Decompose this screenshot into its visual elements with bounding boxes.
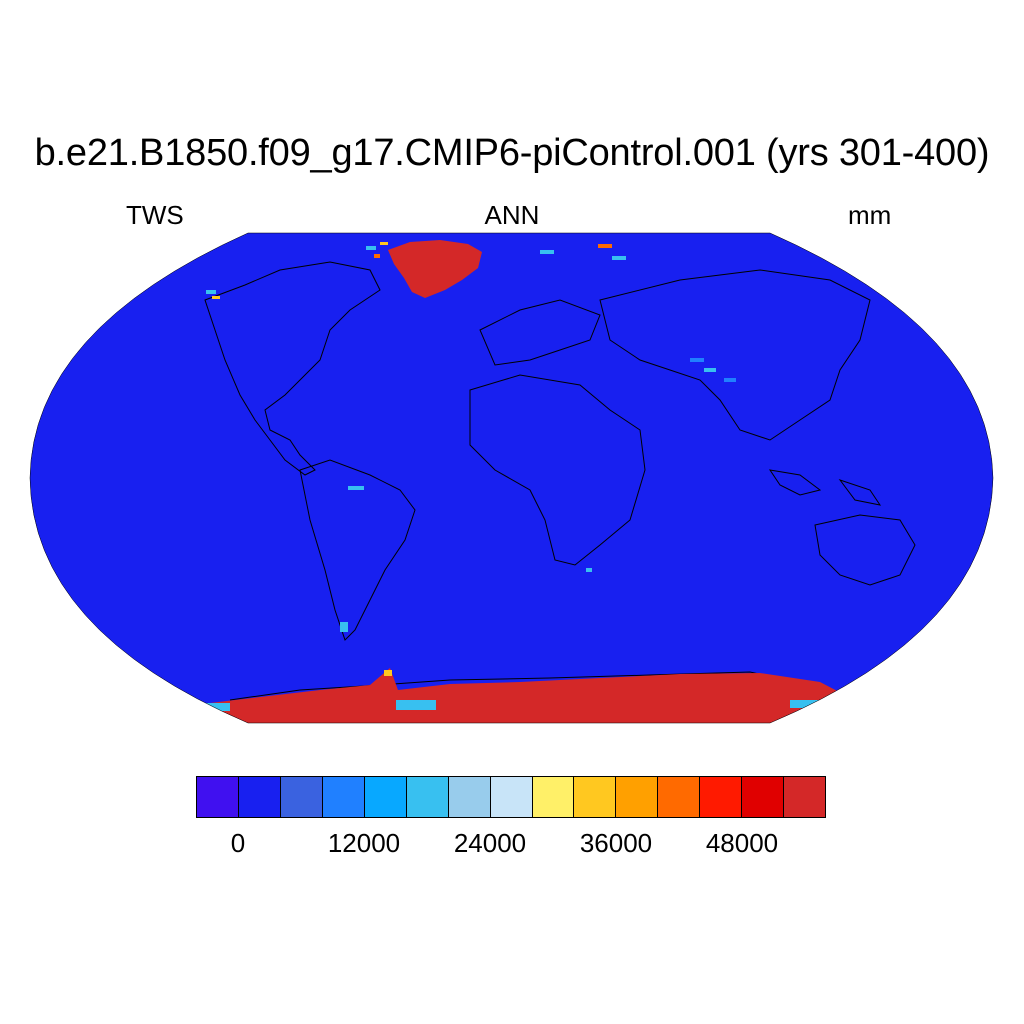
colorbar-box — [238, 777, 281, 817]
greenland-ice — [388, 240, 482, 298]
colorbar-box — [616, 777, 659, 817]
map-title: b.e21.B1850.f09_g17.CMIP6-piControl.001 … — [34, 132, 990, 174]
colorbar-box — [574, 777, 617, 817]
colorbar-box — [784, 777, 826, 817]
colorbar-box — [490, 777, 533, 817]
colorbar-box — [406, 777, 449, 817]
colorbar-box — [700, 777, 743, 817]
colorbar-box — [364, 777, 407, 817]
season-label: ANN — [484, 200, 540, 230]
colorbar-tick-label: 48000 — [705, 828, 779, 858]
colorbar-box — [532, 777, 575, 817]
map-border — [29, 232, 994, 724]
colorbar-box — [658, 777, 701, 817]
accent-pixels — [200, 242, 830, 711]
coastlines — [204, 261, 916, 706]
colorbar-box — [197, 777, 239, 817]
units-label: mm — [848, 200, 892, 230]
colorbar-tick-label: 24000 — [453, 828, 527, 858]
variable-label: TWS — [126, 200, 184, 230]
colorbar-box — [280, 777, 323, 817]
antarctica-ice — [150, 668, 900, 723]
colorbar-tick-label: 0 — [230, 828, 246, 858]
colorbar-box — [322, 777, 365, 817]
colorbar-box — [448, 777, 491, 817]
colorbar-box — [742, 777, 785, 817]
colorbar-tick-label: 36000 — [579, 828, 653, 858]
colorbar-tick-label: 12000 — [327, 828, 401, 858]
colorbar — [196, 776, 826, 818]
